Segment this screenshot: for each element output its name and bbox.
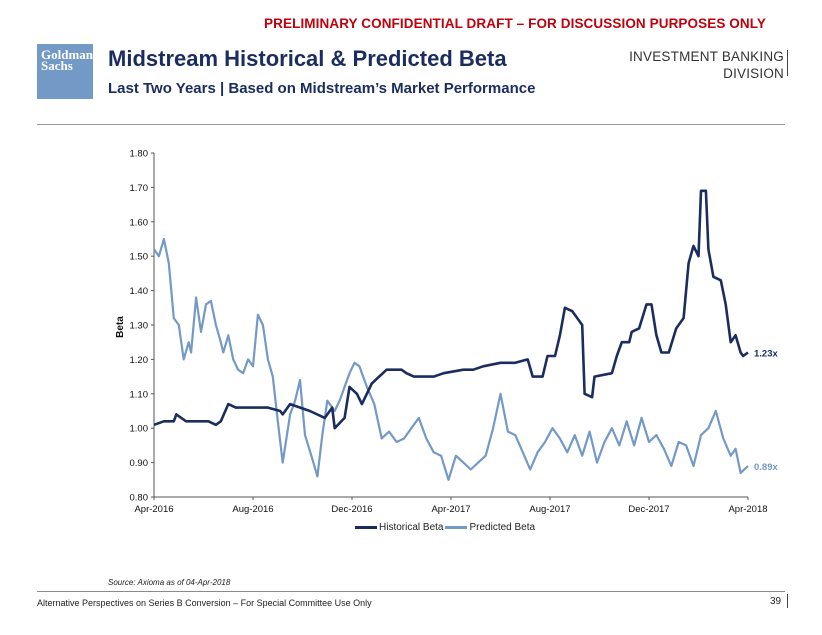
source-note: Source: Axioma as of 04-Apr-2018 [108,578,231,587]
page-title: Midstream Historical & Predicted Beta [108,46,507,71]
y-tick-label: 0.80 [130,493,149,504]
y-tick-label: 1.30 [130,321,149,332]
division-line-1: INVESTMENT BANKING [629,49,784,64]
y-tick-label: 1.60 [130,217,149,228]
x-tick-label: Aug-2016 [232,504,273,515]
beta-line-chart: 0.80 0.90 1.00 1.10 1.20 1.30 1.40 1.50 1.60 1.70… [115,149,778,516]
footer-rule [37,591,785,592]
x-tick-label: Dec-2017 [628,504,669,515]
footer-text: Alternative Perspectives on Series B Con… [37,598,372,608]
y-tick-label: 1.80 [130,149,149,160]
x-tick-label: Apr-2016 [134,504,173,515]
y-tick-label: 1.40 [130,286,149,297]
y-tick-label: 1.10 [130,389,149,400]
legend-swatch-historical [355,526,377,529]
division-label: INVESTMENT BANKING DIVISION [620,48,784,82]
historical-beta-line [153,189,749,430]
y-axis-ticks: 0.80 0.90 1.00 1.10 1.20 1.30 1.40 1.50 1.60 1.70… [130,149,154,504]
goldman-sachs-logo: Goldman Sachs [37,44,93,99]
predicted-beta-line [153,237,749,481]
y-tick-label: 1.20 [130,355,149,366]
legend-label-predicted: Predicted Beta [469,522,536,533]
y-tick-label: 1.50 [130,252,149,263]
page-subtitle: Last Two Years | Based on Midstream’s Ma… [108,80,536,97]
logo-line-2: Sachs [41,58,73,73]
historical-end-label: 1.23x [754,349,778,360]
division-divider [787,50,788,76]
series-layer [153,189,749,481]
logo-line-1: Goldman [41,47,94,62]
x-axis-ticks: Apr-2016 Aug-2016 Dec-2016 Apr-2017 Aug-2017… [134,497,768,515]
chart-legend: Historical Beta Predicted Beta [355,522,535,533]
y-tick-label: 0.90 [130,458,149,469]
legend-swatch-predicted [445,526,468,529]
draft-banner: PRELIMINARY CONFIDENTIAL DRAFT – FOR DIS… [264,16,766,31]
x-tick-label: Aug-2017 [529,504,570,515]
legend-label-historical: Historical Beta [379,522,444,533]
division-line-2: DIVISION [723,66,784,81]
y-tick-label: 1.00 [130,424,149,435]
x-tick-label: Dec-2016 [331,504,372,515]
header-rule [37,124,785,125]
page-number: 39 [770,596,782,607]
predicted-end-label: 0.89x [754,462,778,473]
chart-axes [153,153,748,498]
x-tick-label: Apr-2017 [431,504,470,515]
y-tick-label: 1.70 [130,183,149,194]
y-axis-label: Beta [115,316,126,338]
page-number-divider [787,594,788,608]
x-tick-label: Apr-2018 [728,504,767,515]
